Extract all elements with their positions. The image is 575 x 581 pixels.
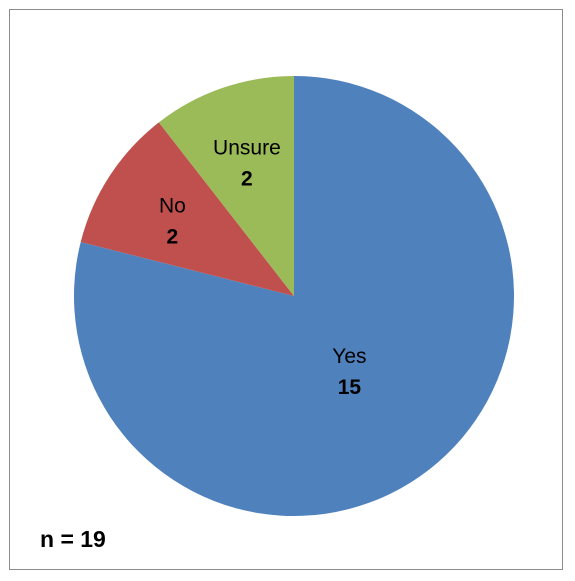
- pie-slice-unsure: [158, 76, 294, 296]
- pie-slice-yes: [73, 76, 514, 516]
- slice-label-no: No: [159, 195, 186, 218]
- pie-slice-no: [80, 122, 294, 296]
- sample-size-annotation: n = 19: [40, 526, 106, 552]
- pie-data-labels: Yes 15 No 2 Unsure 2: [159, 137, 367, 400]
- slice-label-unsure: Unsure: [213, 137, 281, 160]
- slice-value-unsure: 2: [241, 168, 253, 191]
- slice-label-yes: Yes: [332, 345, 366, 368]
- slice-value-no: 2: [167, 226, 179, 249]
- slice-value-yes: 15: [338, 376, 362, 399]
- pie-slices: [73, 76, 514, 516]
